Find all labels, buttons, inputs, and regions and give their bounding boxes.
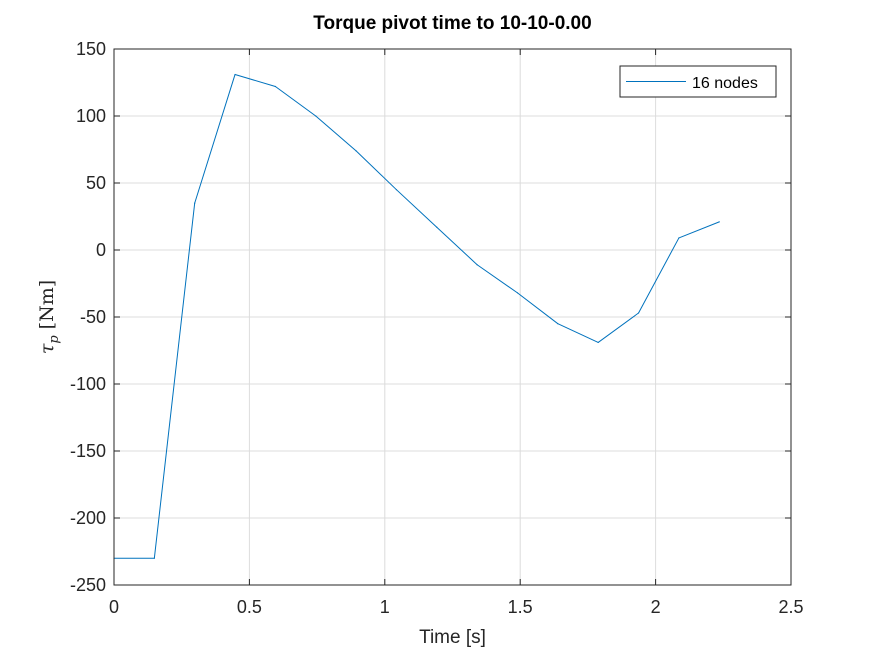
x-tick-label: 0.5: [237, 597, 262, 617]
ticks: 0 0.5 1 1.5 2 2.5 -250 -200 -150 -100 -50 0 50 100 150: [70, 39, 804, 617]
data-point: [597, 341, 599, 344]
x-tick-label: 2.5: [778, 597, 803, 617]
data-layer: [113, 73, 720, 559]
data-point: [436, 226, 438, 228]
legend: 16 nodes: [619, 65, 777, 98]
chart-title: Torque pivot time to 10-10-0.00: [313, 13, 591, 34]
data-point: [516, 292, 519, 294]
data-point: [234, 73, 236, 76]
data-point: [637, 312, 640, 314]
data-point: [557, 323, 559, 325]
y-tick-label: -100: [70, 374, 106, 394]
x-tick-label: 1.5: [508, 597, 533, 617]
series-line: [114, 73, 720, 559]
legend-entry-label: 16 nodes: [692, 75, 758, 92]
y-axis-label-unit: [Nm]: [36, 280, 58, 329]
y-tick-label: -150: [70, 441, 106, 461]
x-axis-label: Time [s]: [419, 627, 486, 648]
y-tick-label: 100: [76, 106, 106, 126]
y-axis-label-symbol: τ: [36, 343, 58, 354]
data-point: [274, 85, 276, 88]
data-point: [153, 557, 155, 559]
y-axis-label-subscript: p: [47, 335, 62, 344]
data-point: [678, 237, 680, 239]
x-tick-label: 0: [109, 597, 119, 617]
data-point: [718, 221, 720, 223]
data-point: [355, 150, 357, 152]
y-tick-label: -250: [70, 575, 106, 595]
y-axis-label: τp [Nm]: [36, 280, 62, 354]
data-point: [194, 202, 196, 204]
y-tick-label: -50: [80, 307, 106, 327]
y-tick-label: 0: [96, 240, 106, 260]
y-tick-label: -200: [70, 508, 106, 528]
x-tick-label: 2: [651, 597, 661, 617]
data-point: [315, 115, 317, 117]
x-tick-label: 1: [380, 597, 390, 617]
data-point: [476, 264, 478, 266]
data-point: [395, 189, 398, 191]
y-tick-label: 50: [86, 173, 106, 193]
y-tick-label: 150: [76, 39, 106, 59]
